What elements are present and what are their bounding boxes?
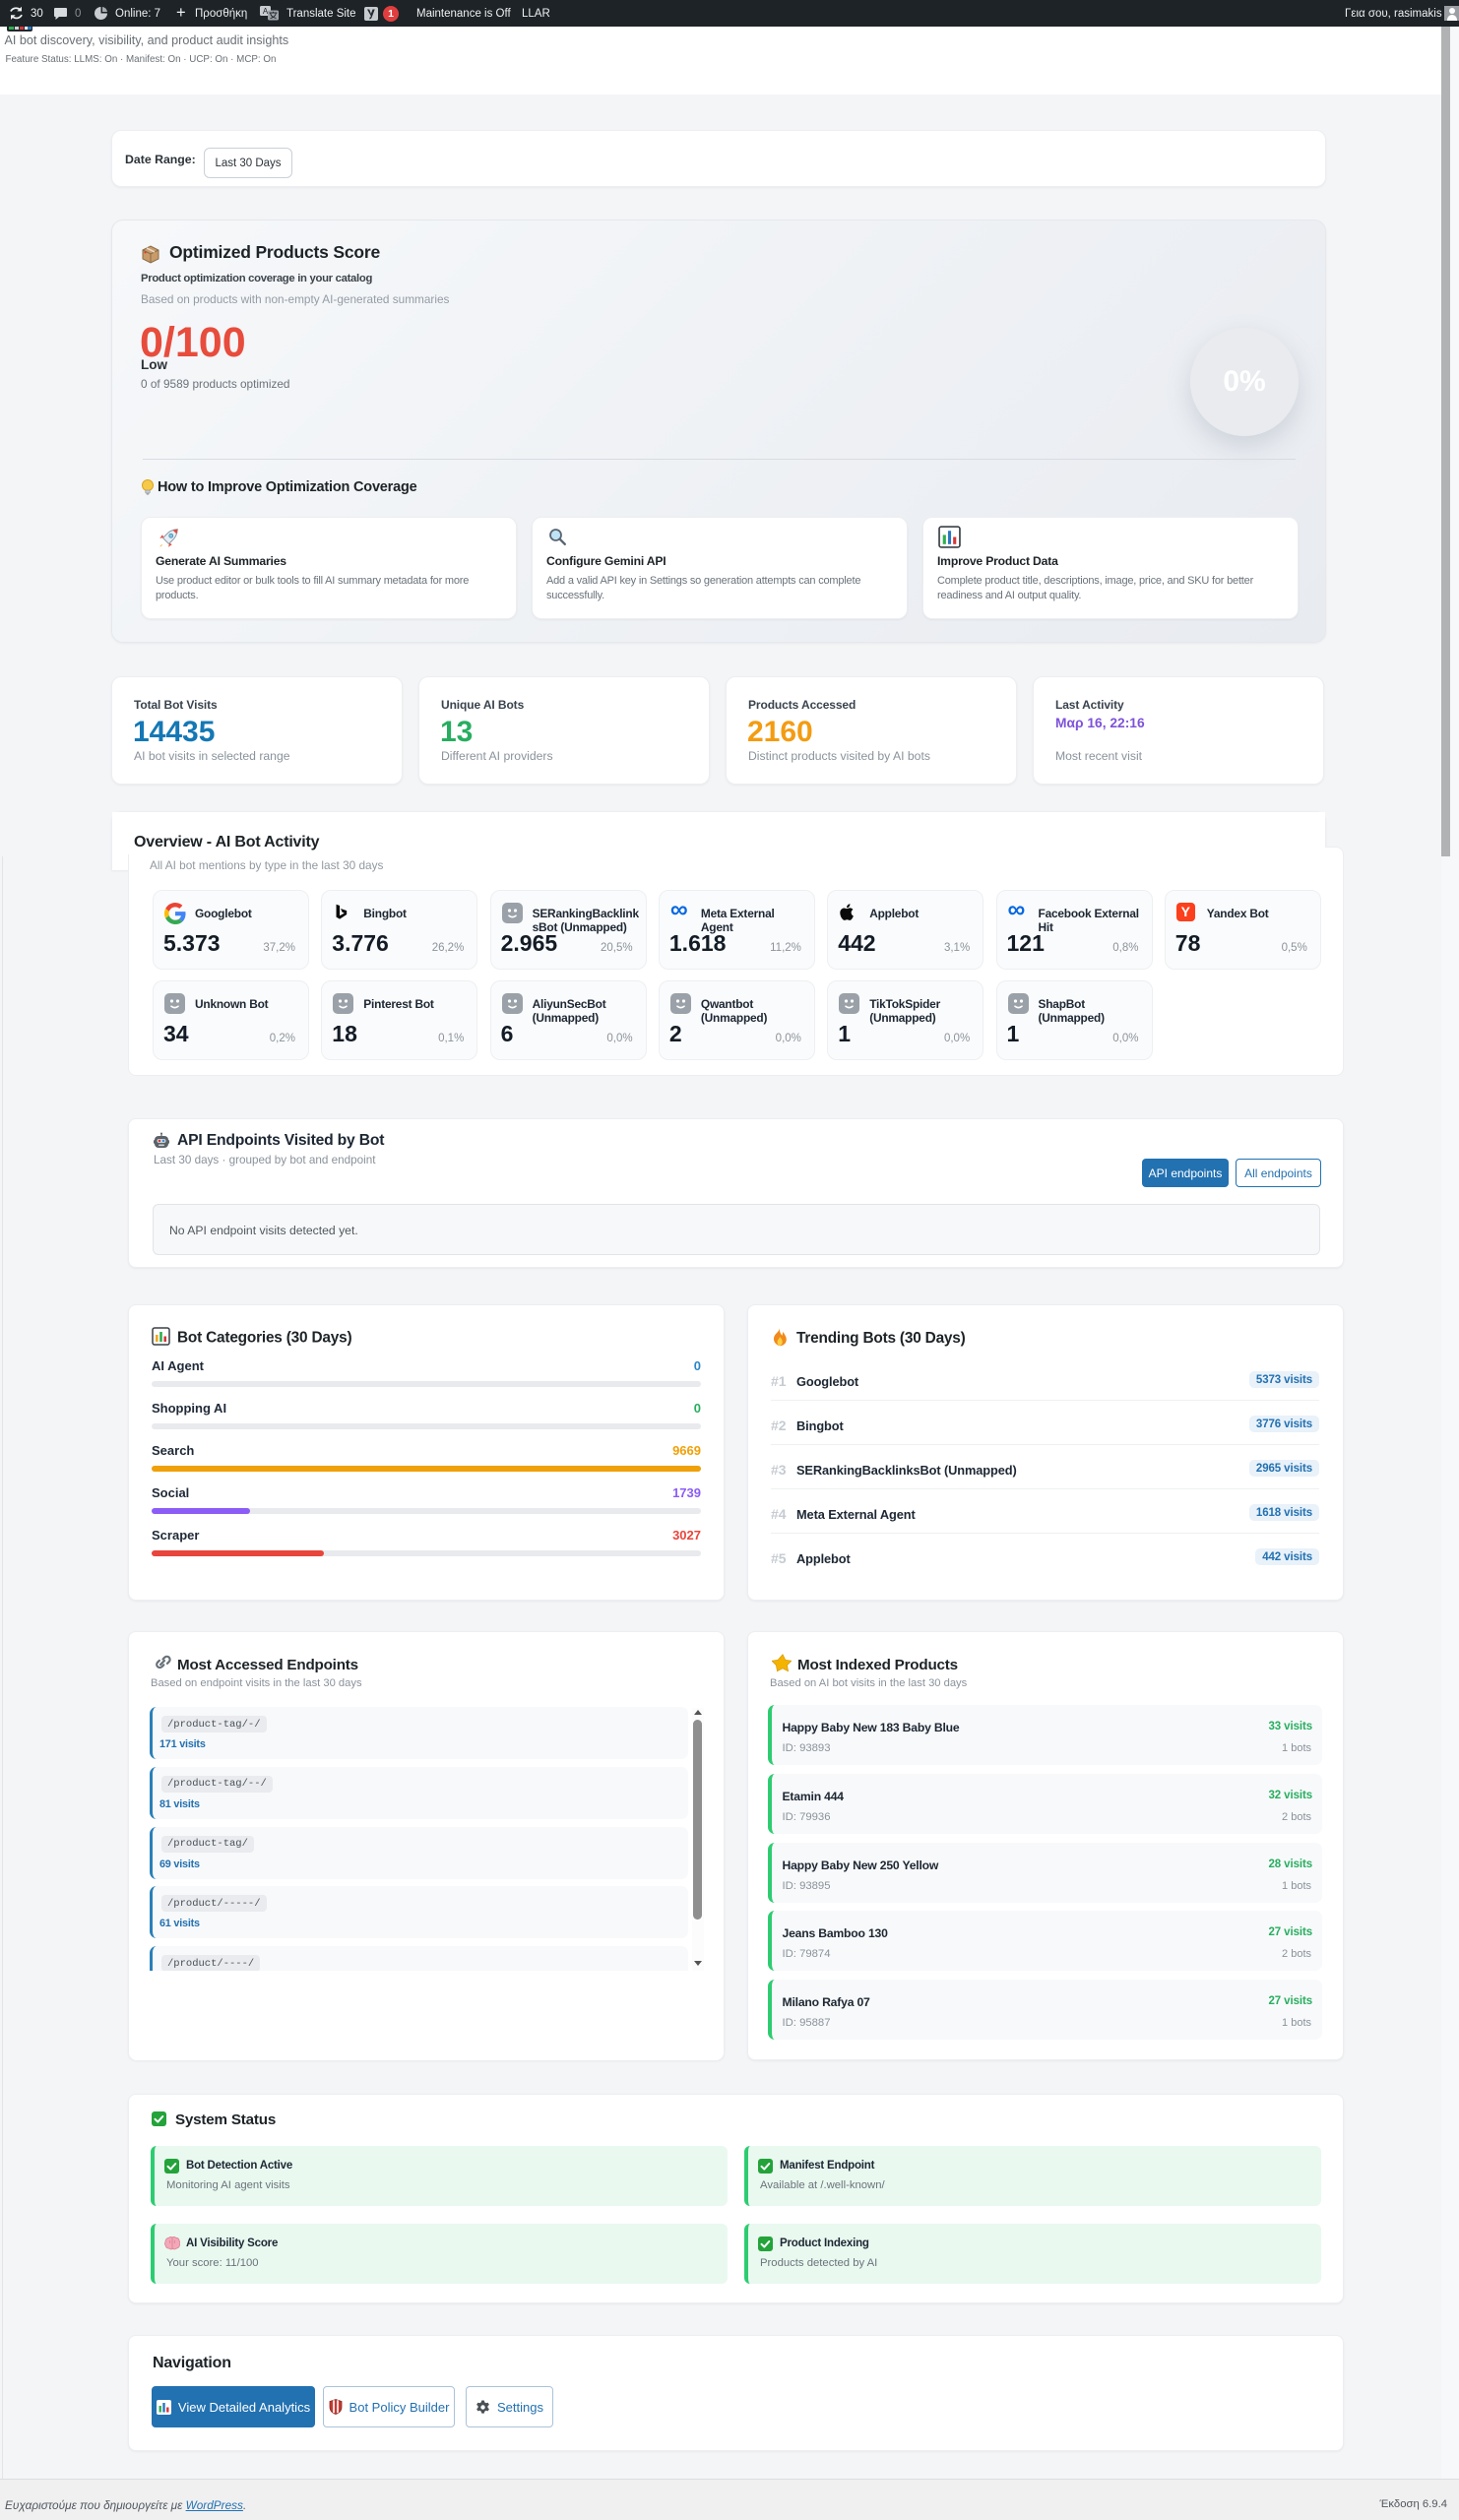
- svg-text:A: A: [263, 7, 269, 16]
